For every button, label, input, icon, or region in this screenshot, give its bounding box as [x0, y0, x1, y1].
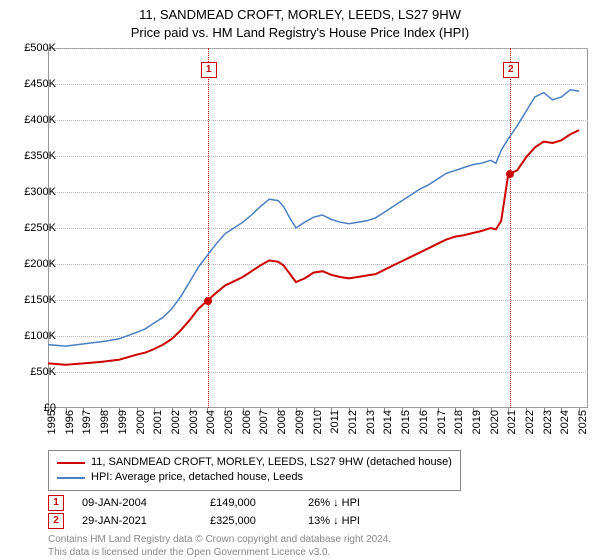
x-tick-label: 2010 — [312, 410, 324, 434]
x-tick-label: 2013 — [365, 410, 377, 434]
sale-date-2: 29-JAN-2021 — [82, 515, 192, 527]
chart-area: 12 1995199619971998199920002001200220032… — [48, 48, 588, 408]
x-tick-label: 1996 — [64, 410, 76, 434]
x-tick-label: 2021 — [506, 410, 518, 434]
x-tick-label: 2020 — [489, 410, 501, 434]
x-tick-label: 2025 — [577, 410, 589, 434]
sales-table: 1 09-JAN-2004 £149,000 26% ↓ HPI 2 29-JA… — [48, 494, 408, 530]
x-tick-label: 2017 — [436, 410, 448, 434]
line-series-svg — [48, 48, 588, 408]
x-tick-label: 1998 — [99, 410, 111, 434]
x-tick-label: 2006 — [241, 410, 253, 434]
x-tick-label: 2022 — [524, 410, 536, 434]
sale-diff-1: 26% ↓ HPI — [308, 497, 408, 509]
y-tick-label: £500K — [12, 42, 56, 54]
sale-point-dot — [204, 297, 212, 305]
x-tick-label: 2000 — [135, 410, 147, 434]
legend-swatch-property — [57, 462, 85, 464]
y-tick-label: £150K — [12, 294, 56, 306]
attribution-line-2: This data is licensed under the Open Gov… — [48, 547, 391, 560]
y-tick-label: £50K — [12, 366, 56, 378]
sale-marker-box: 2 — [503, 62, 519, 78]
sale-date-1: 09-JAN-2004 — [82, 497, 192, 509]
attribution-line-1: Contains HM Land Registry data © Crown c… — [48, 534, 391, 547]
x-tick-label: 2014 — [382, 410, 394, 434]
x-tick-label: 2007 — [258, 410, 270, 434]
legend-box: 11, SANDMEAD CROFT, MORLEY, LEEDS, LS27 … — [48, 450, 461, 491]
sale-row-2: 2 29-JAN-2021 £325,000 13% ↓ HPI — [48, 512, 408, 530]
x-tick-label: 1999 — [117, 410, 129, 434]
title-line-2: Price paid vs. HM Land Registry's House … — [0, 24, 600, 42]
sale-row-1: 1 09-JAN-2004 £149,000 26% ↓ HPI — [48, 494, 408, 512]
sale-index-2: 2 — [48, 513, 64, 529]
sale-price-1: £149,000 — [210, 497, 290, 509]
x-tick-label: 2019 — [471, 410, 483, 434]
legend-swatch-hpi — [57, 477, 85, 479]
legend-label-property: 11, SANDMEAD CROFT, MORLEY, LEEDS, LS27 … — [91, 455, 452, 470]
x-tick-label: 1997 — [81, 410, 93, 434]
y-tick-label: £250K — [12, 222, 56, 234]
x-tick-label: 2015 — [400, 410, 412, 434]
sale-diff-2: 13% ↓ HPI — [308, 515, 408, 527]
y-tick-label: £100K — [12, 330, 56, 342]
x-tick-label: 2004 — [205, 410, 217, 434]
sale-marker-box: 1 — [201, 62, 217, 78]
legend-row-hpi: HPI: Average price, detached house, Leed… — [57, 470, 452, 485]
x-tick-label: 2003 — [188, 410, 200, 434]
x-tick-label: 2016 — [418, 410, 430, 434]
y-tick-label: £0 — [12, 402, 56, 414]
chart-title-block: 11, SANDMEAD CROFT, MORLEY, LEEDS, LS27 … — [0, 0, 600, 41]
y-tick-label: £350K — [12, 150, 56, 162]
title-line-1: 11, SANDMEAD CROFT, MORLEY, LEEDS, LS27 … — [0, 6, 600, 24]
y-tick-label: £300K — [12, 186, 56, 198]
sale-point-dot — [506, 170, 514, 178]
x-tick-label: 2001 — [152, 410, 164, 434]
series-line-hpi — [48, 90, 579, 346]
x-tick-label: 2023 — [542, 410, 554, 434]
x-tick-label: 2012 — [347, 410, 359, 434]
attribution-block: Contains HM Land Registry data © Crown c… — [48, 534, 391, 559]
sale-price-2: £325,000 — [210, 515, 290, 527]
x-tick-label: 2011 — [329, 410, 341, 434]
x-tick-label: 2009 — [294, 410, 306, 434]
x-tick-label: 2018 — [453, 410, 465, 434]
x-tick-label: 2024 — [559, 410, 571, 434]
y-tick-label: £400K — [12, 114, 56, 126]
y-tick-label: £450K — [12, 78, 56, 90]
y-tick-label: £200K — [12, 258, 56, 270]
series-line-property — [48, 130, 579, 365]
legend-row-property: 11, SANDMEAD CROFT, MORLEY, LEEDS, LS27 … — [57, 455, 452, 470]
x-tick-label: 2008 — [276, 410, 288, 434]
x-tick-label: 2002 — [170, 410, 182, 434]
x-tick-label: 2005 — [223, 410, 235, 434]
legend-label-hpi: HPI: Average price, detached house, Leed… — [91, 470, 303, 485]
sale-index-1: 1 — [48, 495, 64, 511]
